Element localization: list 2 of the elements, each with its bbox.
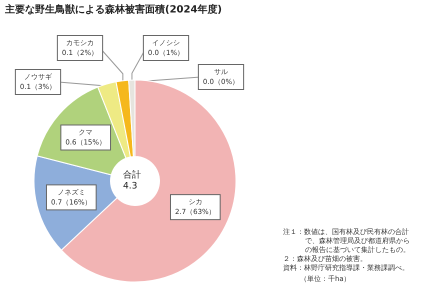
text: 合計 4.3: [123, 170, 141, 192]
chart-title: 主要な野生鳥獣による森林被害面積(2024年度): [4, 4, 222, 16]
